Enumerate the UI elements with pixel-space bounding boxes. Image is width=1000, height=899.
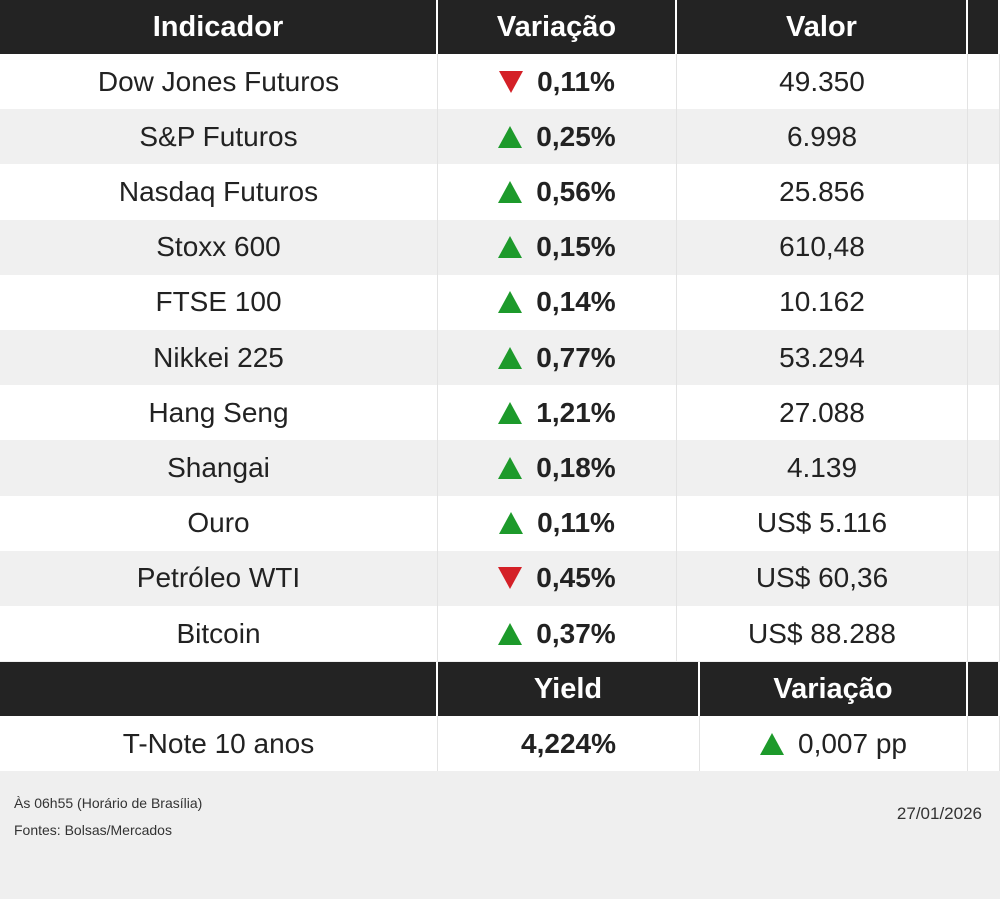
value-cell: 27.088 xyxy=(677,385,968,441)
name-cell: Stoxx 600 xyxy=(0,219,438,275)
name-cell: Bitcoin xyxy=(0,606,438,662)
source-note: Fontes: Bolsas/Mercados xyxy=(14,822,172,838)
trend-arrow xyxy=(498,456,523,479)
cell xyxy=(968,164,1000,220)
change-cell: 0,56% xyxy=(438,164,677,220)
change-cell: 0,15% xyxy=(438,219,677,275)
trend-arrow xyxy=(498,567,523,590)
trend-arrow xyxy=(498,125,523,148)
name-cell: Nasdaq Futuros xyxy=(0,164,438,220)
trend-arrow xyxy=(498,180,523,203)
time-note: Às 06h55 (Horário de Brasília) xyxy=(14,795,203,811)
name-cell: S&P Futuros xyxy=(0,109,438,165)
cell xyxy=(968,330,1000,386)
trend-arrow xyxy=(499,70,524,93)
header-cell: Variação xyxy=(438,0,677,54)
date: 27/01/2026 xyxy=(896,804,982,823)
change: 0,77% xyxy=(536,341,616,373)
trend-arrow xyxy=(760,732,784,755)
cell xyxy=(968,440,1000,496)
change-cell: 0,11% xyxy=(438,54,677,110)
value-cell: 25.856 xyxy=(677,164,968,220)
cell xyxy=(968,274,1000,330)
change: 0,37% xyxy=(536,617,616,649)
value-cell: 49.350 xyxy=(677,54,968,110)
value-cell: US$ 88.288 xyxy=(677,606,968,662)
change-cell: 0,11% xyxy=(438,495,677,551)
trend-arrow xyxy=(498,236,523,259)
change-cell: 0,18% xyxy=(438,440,677,496)
header-cell: Variação xyxy=(700,662,968,716)
value-cell: US$ 5.116 xyxy=(677,495,968,551)
name-cell: FTSE 100 xyxy=(0,274,438,330)
yield-cell: 4,224% xyxy=(438,716,700,771)
cell xyxy=(968,109,1000,165)
value-cell: 610,48 xyxy=(677,219,968,275)
name-cell: Nikkei 225 xyxy=(0,330,438,386)
name-cell: T-Note 10 anos xyxy=(0,716,438,771)
cell xyxy=(968,219,1000,275)
change: 0,25% xyxy=(536,120,616,152)
value-cell: 10.162 xyxy=(677,274,968,330)
change: 0,45% xyxy=(536,562,616,594)
header-cell: Yield xyxy=(438,662,700,716)
header-cell: Indicador xyxy=(0,0,438,54)
name-cell: Shangai xyxy=(0,440,438,496)
change-cell: 1,21% xyxy=(438,385,677,441)
name-cell: Hang Seng xyxy=(0,385,438,441)
cell xyxy=(968,54,1000,110)
change-cell: 0,007 pp xyxy=(700,716,968,771)
change: 0,11% xyxy=(537,507,615,539)
value-cell: 4.139 xyxy=(677,440,968,496)
cell xyxy=(968,495,1000,551)
change-cell: 0,25% xyxy=(438,109,677,165)
change-cell: 0,37% xyxy=(438,606,677,662)
trend-arrow xyxy=(498,401,523,424)
header-cell xyxy=(968,662,1000,716)
change: 0,15% xyxy=(536,231,616,263)
name-cell: Petróleo WTI xyxy=(0,550,438,606)
name-cell: Dow Jones Futuros xyxy=(0,54,438,110)
change-cell: 0,14% xyxy=(438,274,677,330)
change: 0,18% xyxy=(536,451,616,483)
trend-arrow xyxy=(498,346,523,369)
header-cell xyxy=(0,662,438,716)
change: 1,21% xyxy=(536,396,616,428)
change: 0,14% xyxy=(536,286,616,318)
value-cell: 6.998 xyxy=(677,109,968,165)
cell xyxy=(968,550,1000,606)
change: 0,11% xyxy=(537,65,615,97)
value-cell: US$ 60,36 xyxy=(677,550,968,606)
trend-arrow xyxy=(498,291,523,314)
trend-arrow xyxy=(498,622,523,645)
value-cell: 53.294 xyxy=(677,330,968,386)
trend-arrow xyxy=(499,512,524,535)
change-cell: 0,45% xyxy=(438,550,677,606)
header-cell xyxy=(968,0,1000,54)
change: 0,56% xyxy=(536,175,616,207)
name-cell: Ouro xyxy=(0,495,438,551)
cell xyxy=(968,385,1000,441)
change: 0,007 pp xyxy=(798,727,907,759)
cell xyxy=(968,606,1000,662)
cell xyxy=(968,716,1000,771)
change-cell: 0,77% xyxy=(438,330,677,386)
header-cell: Valor xyxy=(677,0,968,54)
